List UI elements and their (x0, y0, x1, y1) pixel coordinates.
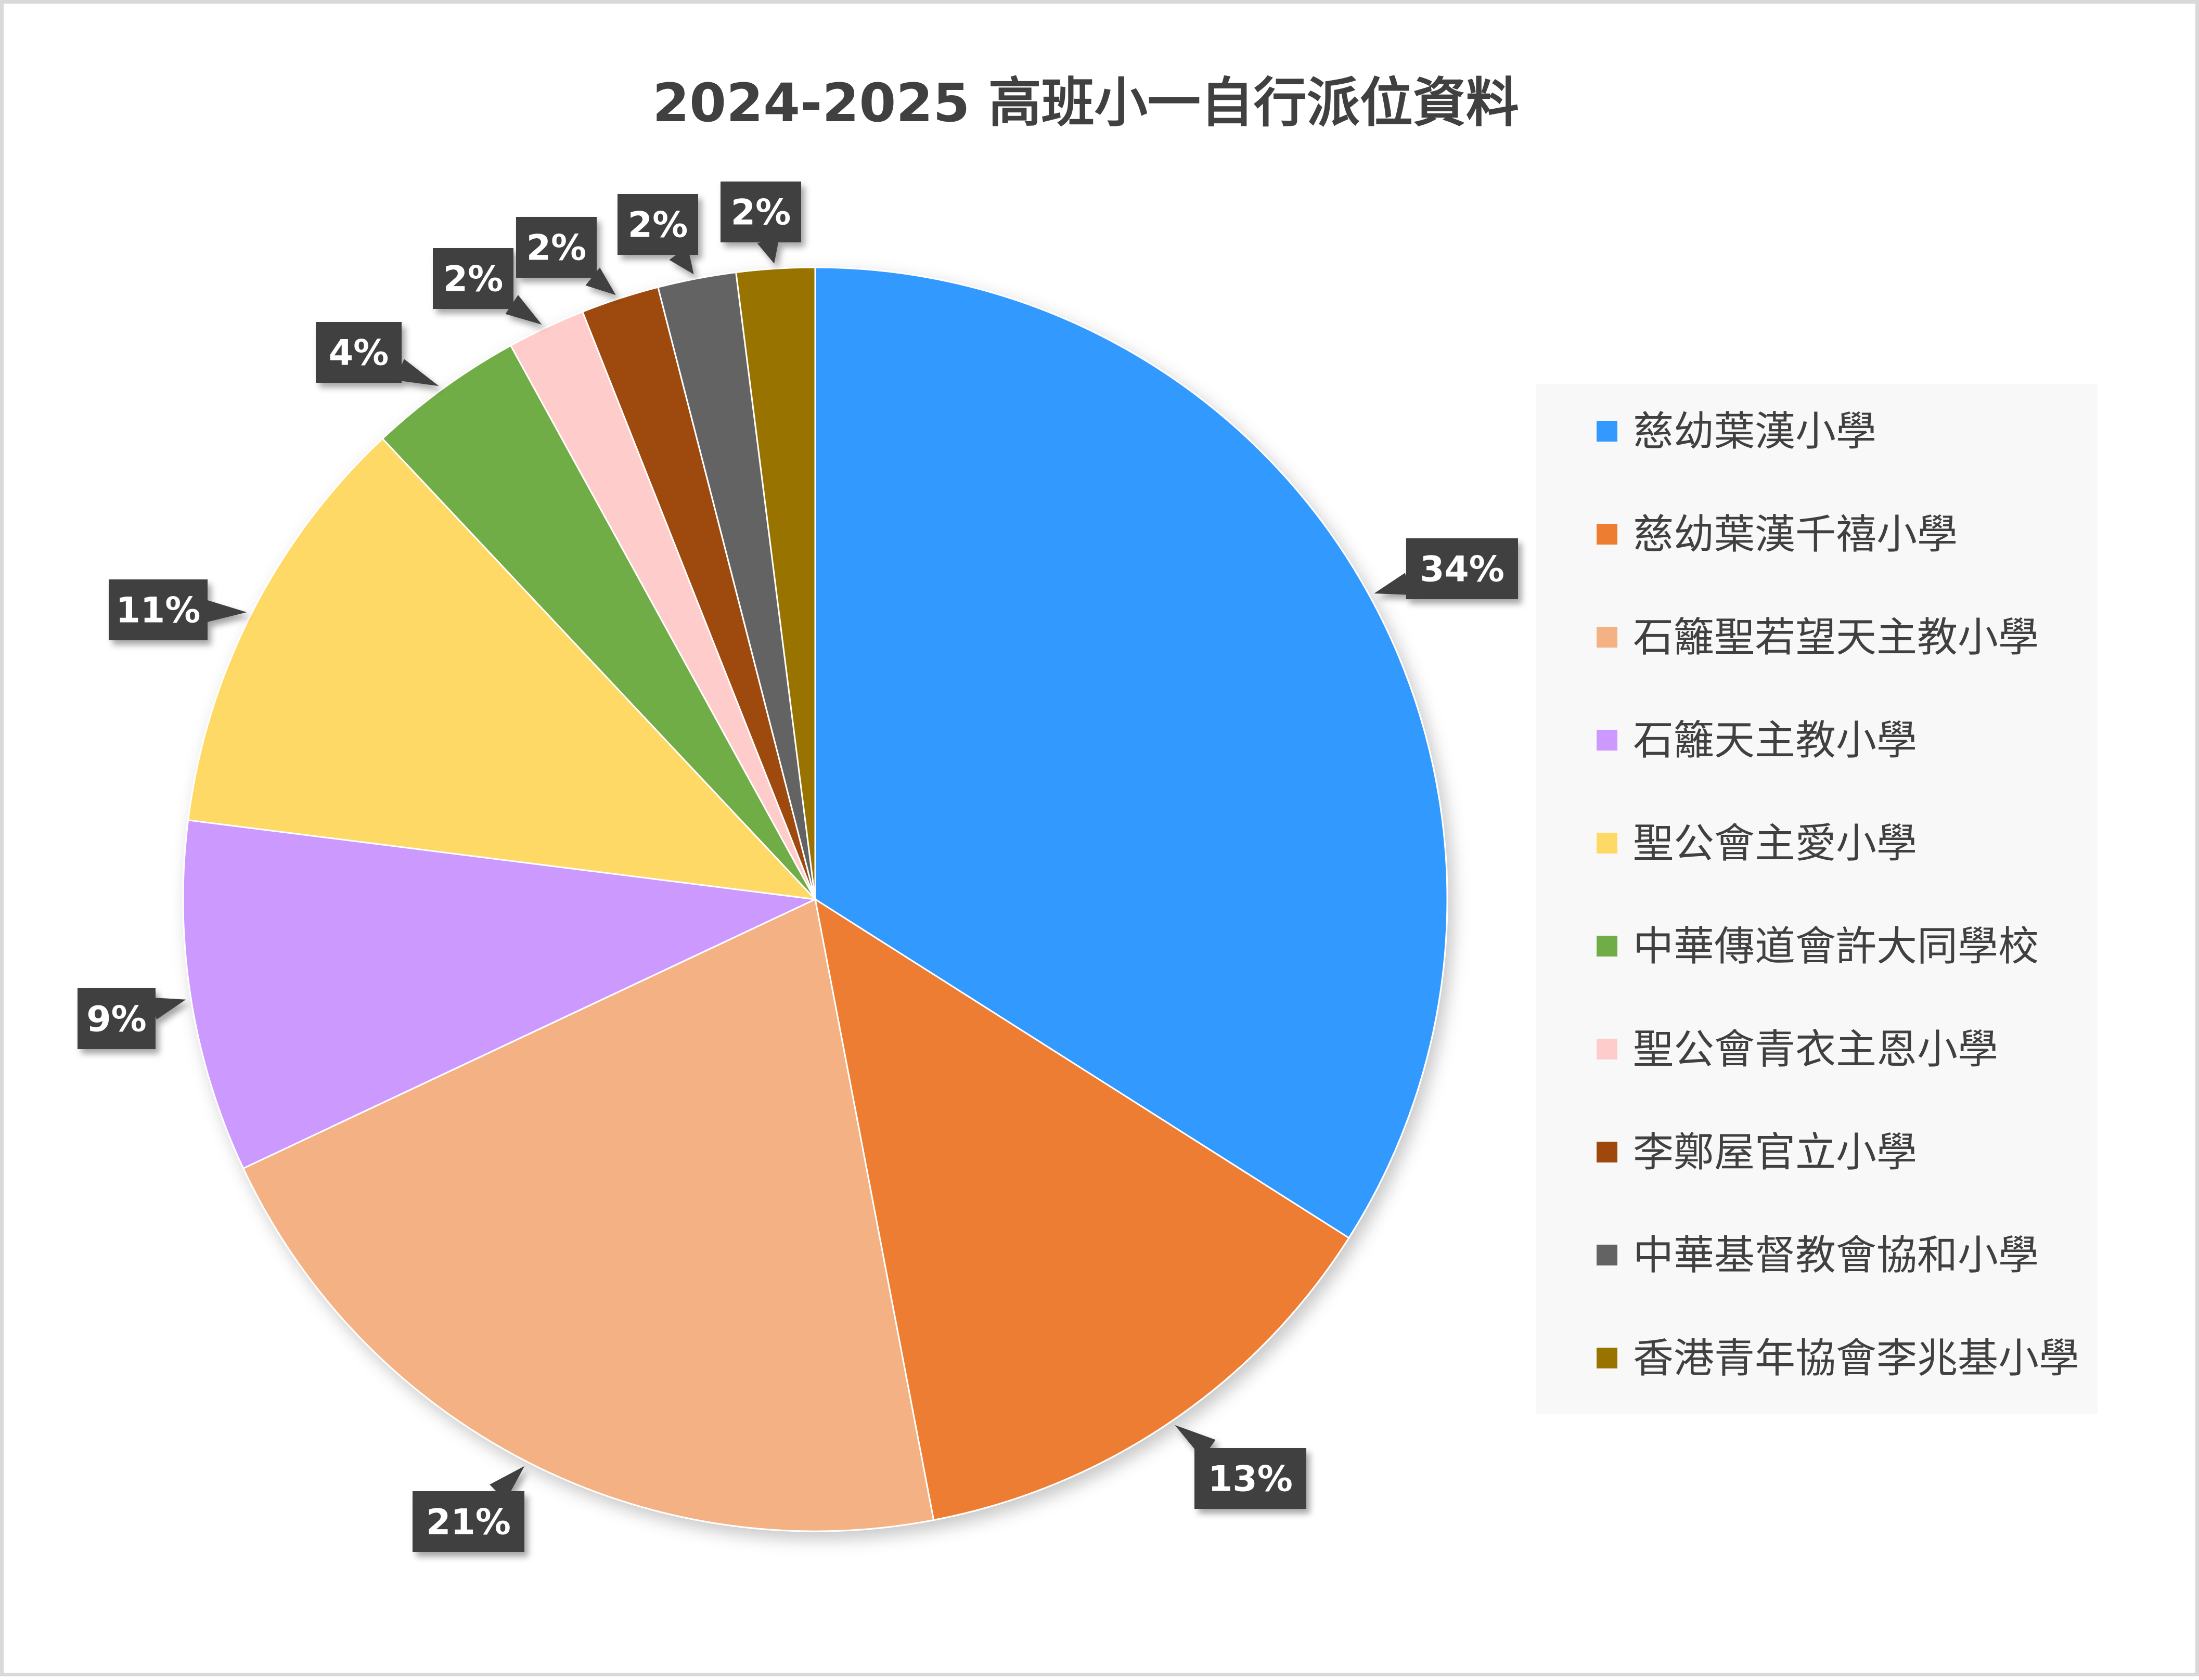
legend-swatch (1597, 1039, 1617, 1059)
legend-label: 李鄭屋官立小學 (1633, 1129, 1917, 1176)
data-label-box (721, 182, 801, 242)
data-label-pointer (505, 295, 542, 325)
legend-item-7: 聖公會青衣主恩小學 (1597, 1026, 1998, 1073)
legend-label: 聖公會主愛小學 (1633, 820, 1917, 867)
legend-item-5: 聖公會主愛小學 (1597, 820, 1917, 867)
data-label-box (316, 322, 402, 383)
data-label-pointer (1374, 573, 1411, 595)
pie-slice-5 (187, 437, 817, 901)
data-label-pointer (205, 600, 247, 623)
legend-label: 香港青年協會李兆基小學 (1633, 1335, 2079, 1382)
legend-item-9: 中華基督教會協和小學 (1597, 1232, 2039, 1279)
legend-swatch (1597, 524, 1617, 545)
legend-item-1: 慈幼葉漢小學 (1597, 408, 1876, 455)
pie-slice-10 (735, 266, 816, 900)
data-label-9: 2% (618, 194, 698, 275)
data-label-text: 13% (1208, 1459, 1293, 1500)
legend-label: 中華基督教會協和小學 (1633, 1232, 2039, 1279)
data-label-4: 9% (78, 988, 186, 1049)
pie-slice-4 (182, 819, 818, 1170)
data-label-6: 4% (316, 322, 439, 386)
legend-label: 中華傳道會許大同學校 (1633, 923, 2039, 970)
pie-slice-1 (814, 266, 1448, 1239)
data-label-box (516, 217, 597, 278)
legend-swatch (1597, 730, 1617, 751)
legend-swatch (1597, 1245, 1617, 1265)
legend-item-10: 香港青年協會李兆基小學 (1597, 1335, 2079, 1382)
data-label-box (1406, 538, 1518, 599)
legend-item-8: 李鄭屋官立小學 (1597, 1129, 1917, 1176)
data-label-5: 11% (109, 579, 247, 640)
legend-swatch (1597, 421, 1617, 442)
data-label-box (109, 579, 208, 640)
data-label-2: 13% (1175, 1425, 1306, 1509)
chart-title: 2024-2025 高班小一自行派位資料 (652, 72, 1519, 134)
legend-label: 石籬天主教小學 (1633, 717, 1917, 764)
legend-label: 石籬聖若望天主教小學 (1633, 614, 2039, 661)
legend: 慈幼葉漢小學慈幼葉漢千禧小學石籬聖若望天主教小學石籬天主教小學聖公會主愛小學中華… (1536, 384, 2098, 1414)
legend-item-2: 慈幼葉漢千禧小學 (1597, 511, 1958, 558)
legend-swatch (1597, 1142, 1617, 1162)
legend-item-3: 石籬聖若望天主教小學 (1597, 614, 2039, 661)
data-labels: 34% 13% 21% 9% 11% 4% 2% 2% 2% 2% (78, 182, 1518, 1552)
data-label-3: 21% (413, 1466, 525, 1552)
data-label-box (1194, 1448, 1306, 1509)
data-label-pointer (585, 267, 616, 295)
data-label-7: 2% (433, 248, 542, 325)
data-label-text: 21% (426, 1502, 511, 1543)
data-label-pointer (757, 237, 779, 264)
data-label-text: 2% (526, 228, 586, 269)
data-label-text: 2% (731, 192, 791, 234)
data-label-pointer (395, 359, 439, 386)
legend-label: 聖公會青衣主恩小學 (1633, 1026, 1998, 1073)
data-label-10: 2% (721, 182, 801, 264)
data-label-1: 34% (1374, 538, 1518, 599)
data-label-text: 11% (116, 590, 201, 631)
pie-slice-3 (242, 898, 935, 1532)
legend-label: 慈幼葉漢千禧小學 (1633, 511, 1958, 558)
data-label-text: 2% (443, 259, 503, 300)
legend-background (1536, 384, 2098, 1414)
legend-swatch (1597, 833, 1617, 854)
pie-slice-2 (814, 897, 1350, 1521)
data-label-text: 4% (329, 333, 389, 374)
data-label-box (433, 248, 513, 309)
data-label-box (78, 988, 156, 1049)
data-label-text: 34% (1420, 549, 1504, 590)
data-label-box (618, 194, 698, 255)
legend-swatch (1597, 936, 1617, 957)
legend-swatch (1597, 627, 1617, 648)
data-label-text: 2% (628, 205, 688, 246)
data-label-pointer (150, 997, 186, 1020)
pie-slices (182, 266, 1448, 1532)
pie-slice-6 (381, 344, 816, 900)
legend-label: 慈幼葉漢小學 (1633, 408, 1876, 455)
pie-chart: 2024-2025 高班小一自行派位資料 34% 13% 21% 9% 11% 4% 2% 2… (78, 72, 2098, 1552)
data-label-box (413, 1491, 524, 1552)
legend-item-4: 石籬天主教小學 (1597, 717, 1917, 764)
legend-item-6: 中華傳道會許大同學校 (1597, 923, 2039, 970)
data-label-8: 2% (516, 217, 616, 295)
data-label-text: 9% (86, 999, 146, 1040)
legend-swatch (1597, 1348, 1617, 1368)
